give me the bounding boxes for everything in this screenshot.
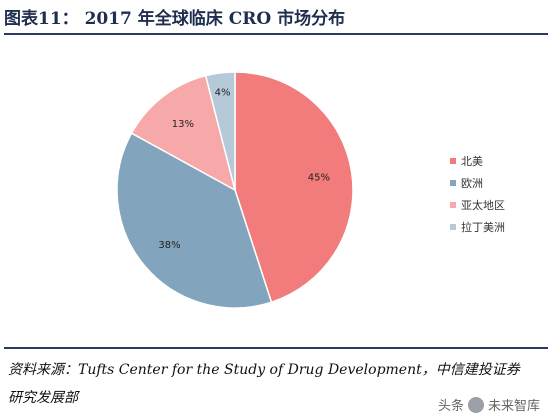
- chart-area: 45% 38% 13% 4% 北美欧洲亚太地区拉丁美洲: [0, 40, 552, 340]
- legend-item-4: 拉丁美洲: [450, 216, 505, 238]
- legend-label: 拉丁美洲: [461, 221, 505, 234]
- legend-item-2: 欧洲: [450, 172, 505, 194]
- legend-swatch: [450, 202, 456, 208]
- legend-label: 欧洲: [461, 177, 483, 190]
- legend-item-1: 北美: [450, 150, 505, 172]
- watermark-prefix: 头条: [437, 399, 464, 414]
- pie-slice-4: [204, 71, 236, 191]
- bottom-divider: [4, 347, 548, 349]
- figure-header: 图表11： 2017 年全球临床 CRO 市场分布: [0, 0, 552, 36]
- legend-item-3: 亚太地区: [450, 194, 505, 216]
- watermark: 头条 未来智库: [438, 395, 540, 414]
- pie-chart: 45% 38% 13% 4%: [116, 71, 354, 309]
- legend-swatch: [450, 180, 456, 186]
- pie-slice-3: [130, 74, 237, 192]
- pie-data-label-4: 4%: [215, 88, 231, 99]
- pie-data-label-2: 38%: [158, 240, 180, 251]
- watermark-logo-icon: [467, 396, 484, 413]
- source-note: 资料来源：Tufts Center for the Study of Drug …: [8, 362, 520, 406]
- legend-label: 北美: [461, 155, 483, 168]
- pie-data-label-1: 45%: [308, 173, 330, 184]
- legend-swatch: [450, 158, 456, 164]
- figure-title: 图表11： 2017 年全球临床 CRO 市场分布: [4, 9, 346, 29]
- top-divider: [4, 33, 548, 35]
- legend-label: 亚太地区: [461, 199, 505, 212]
- pie-slice-2: [116, 132, 273, 309]
- legend-swatch: [450, 224, 456, 230]
- chart-legend: 北美欧洲亚太地区拉丁美洲: [450, 150, 505, 238]
- pie-slice-1: [234, 71, 354, 304]
- pie-data-label-3: 13%: [172, 119, 194, 130]
- watermark-suffix: 未来智库: [487, 399, 540, 414]
